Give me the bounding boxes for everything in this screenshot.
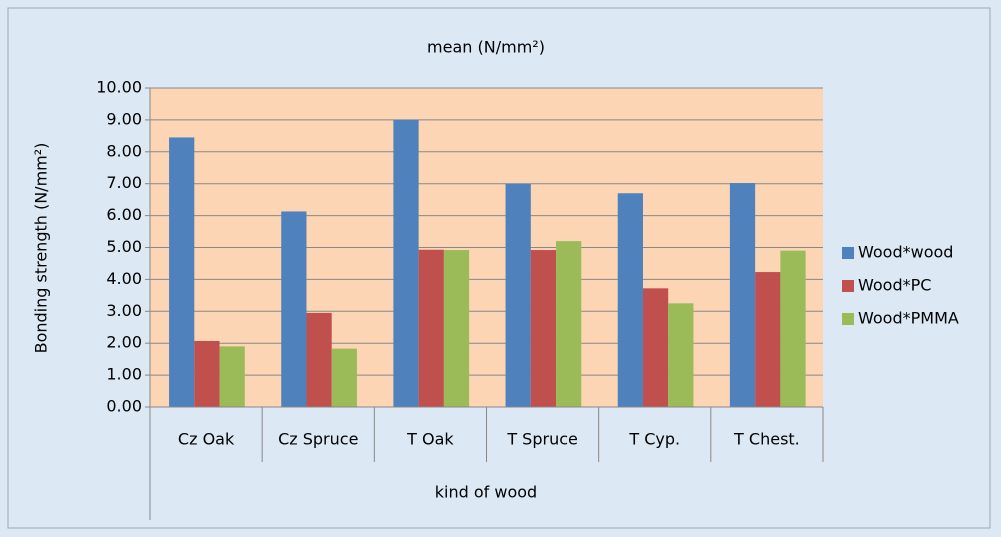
bar — [194, 340, 220, 407]
y-tick-label: 10.00 — [96, 78, 142, 97]
bar — [668, 303, 694, 407]
bar — [169, 137, 195, 407]
legend-swatch — [842, 280, 854, 292]
bar — [331, 348, 357, 407]
x-tick-label: T Chest. — [733, 430, 800, 449]
y-tick-label: 9.00 — [106, 109, 142, 128]
bar — [617, 193, 643, 407]
bar — [505, 183, 531, 407]
bar — [530, 250, 557, 407]
y-tick-label: 4.00 — [106, 269, 142, 288]
y-tick-label: 5.00 — [106, 237, 142, 256]
bar — [642, 288, 669, 407]
x-tick-label: T Cyp. — [628, 430, 680, 449]
legend-label: Wood*wood — [858, 243, 953, 262]
x-tick-label: Cz Oak — [178, 430, 235, 449]
bar — [780, 250, 806, 407]
bar — [306, 312, 332, 407]
bar — [443, 250, 470, 407]
y-axis-label: Bonding strength (N/mm²) — [32, 143, 51, 354]
y-tick-label: 7.00 — [106, 173, 142, 192]
bar — [418, 249, 444, 407]
legend-label: Wood*PC — [858, 276, 931, 295]
y-tick-label: 8.00 — [106, 141, 142, 160]
x-tick-label: Cz Spruce — [278, 430, 358, 449]
bar — [556, 241, 582, 407]
bar — [729, 183, 756, 407]
x-tick-label: T Oak — [406, 430, 454, 449]
y-tick-label: 6.00 — [106, 205, 142, 224]
y-tick-label: 1.00 — [106, 365, 142, 384]
bar — [393, 119, 419, 408]
legend-label: Wood*PMMA — [858, 309, 959, 328]
chart-border — [7, 7, 991, 529]
x-tick-label: T Spruce — [506, 430, 578, 449]
y-tick-label: 0.00 — [106, 397, 142, 416]
y-tick-label: 2.00 — [106, 333, 142, 352]
bar — [755, 272, 781, 407]
chart-title: mean (N/mm²) — [427, 38, 545, 57]
bar — [281, 211, 307, 407]
legend-swatch — [842, 247, 854, 259]
x-axis-label: kind of wood — [435, 483, 537, 502]
y-tick-label: 3.00 — [106, 301, 142, 320]
legend-swatch — [842, 313, 854, 325]
bar — [219, 346, 245, 407]
